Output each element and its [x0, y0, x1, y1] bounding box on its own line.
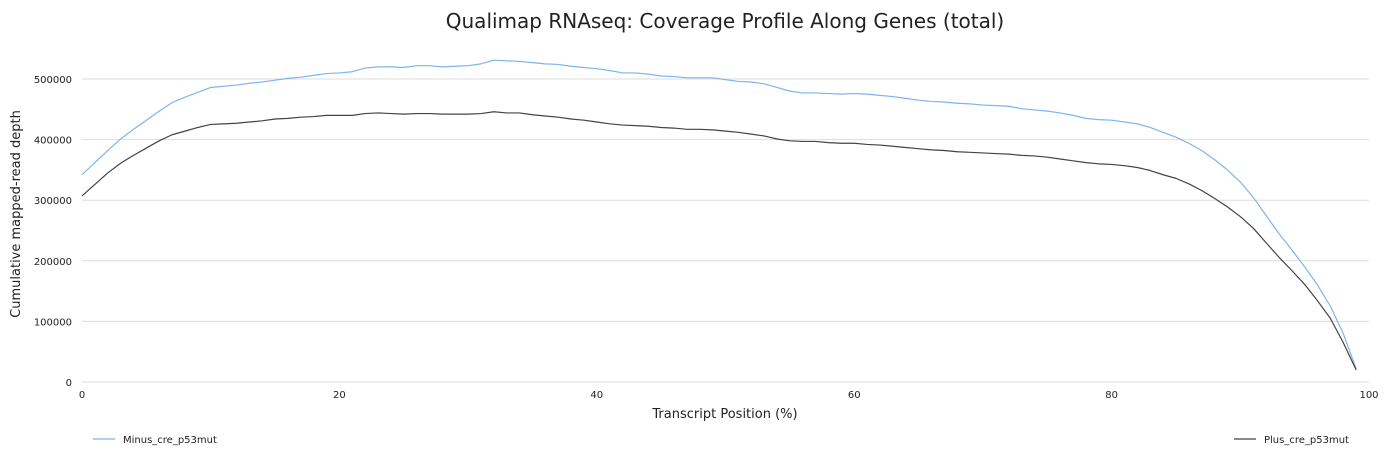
y-tick-label: 100000 — [34, 317, 72, 328]
series-line-plus-cre-p53mut[interactable] — [81, 111, 1357, 371]
y-tick-label: 0 — [66, 378, 72, 389]
grid-layer — [82, 78, 1369, 383]
x-tick-label: 100 — [1359, 390, 1378, 401]
legend-item[interactable]: Minus_cre_p53mut — [93, 435, 217, 446]
x-tick-label: 20 — [333, 390, 346, 401]
x-tick-label: 80 — [1105, 390, 1118, 401]
legend-label: Minus_cre_p53mut — [123, 435, 217, 446]
y-tick-label: 300000 — [34, 196, 72, 207]
x-tick-label: 0 — [79, 390, 85, 401]
y-axis-label: Cumulative mapped-read depth — [9, 110, 24, 318]
legend-label: Plus_cre_p53mut — [1264, 435, 1349, 446]
series-layer — [81, 59, 1357, 371]
x-axis-label: Transcript Position (%) — [651, 407, 797, 422]
y-axis-ticks: 0 100000 200000 300000 400000 500000 — [34, 75, 72, 389]
y-tick-label: 400000 — [34, 136, 72, 147]
series-line-minus-cre-p53mut[interactable] — [81, 59, 1357, 369]
x-axis-ticks: 0 20 40 60 80 100 — [79, 390, 1379, 401]
legend-item[interactable]: Plus_cre_p53mut — [1234, 435, 1349, 446]
y-tick-label: 200000 — [34, 257, 72, 268]
chart-title: Qualimap RNAseq: Coverage Profile Along … — [446, 9, 1004, 33]
x-tick-label: 60 — [848, 390, 861, 401]
x-tick-label: 40 — [590, 390, 603, 401]
y-tick-label: 500000 — [34, 75, 72, 86]
legend[interactable]: Minus_cre_p53mut Plus_cre_p53mut — [93, 435, 1349, 446]
